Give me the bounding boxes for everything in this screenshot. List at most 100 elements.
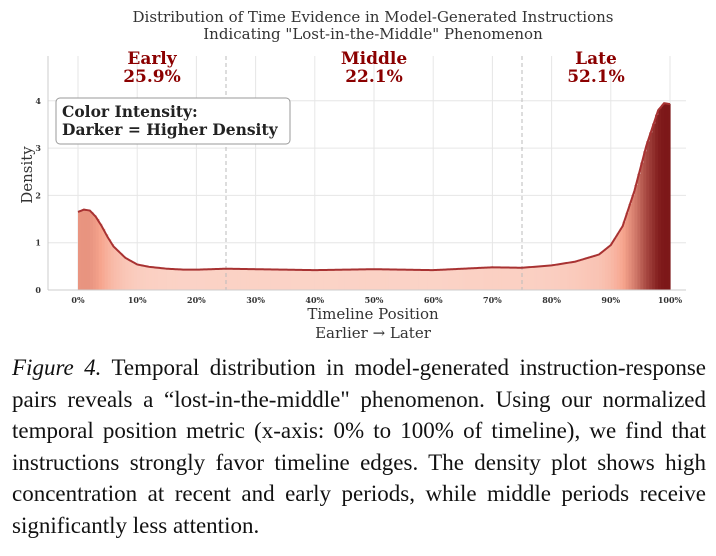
density-strip bbox=[246, 269, 251, 290]
density-strip bbox=[477, 267, 482, 290]
density-strip bbox=[178, 269, 183, 290]
density-strip bbox=[359, 269, 363, 290]
density-strip bbox=[649, 132, 653, 290]
density-strip bbox=[578, 260, 582, 290]
density-strip bbox=[116, 250, 121, 290]
density-strip bbox=[160, 268, 165, 290]
x-tick-label: 100% bbox=[658, 295, 683, 305]
density-strip bbox=[323, 269, 328, 290]
density-strip bbox=[486, 267, 491, 290]
density-strip bbox=[418, 269, 422, 290]
density-strip bbox=[545, 265, 550, 290]
density-strip bbox=[557, 264, 562, 290]
density-strip bbox=[563, 263, 567, 290]
density-strip bbox=[80, 210, 85, 290]
density-strip bbox=[255, 269, 260, 290]
density-strip bbox=[510, 267, 514, 290]
density-strip bbox=[234, 268, 239, 290]
density-strip bbox=[643, 151, 647, 290]
density-strip bbox=[362, 269, 366, 290]
density-strip bbox=[522, 267, 526, 290]
chart-title-line-1: Distribution of Time Evidence in Model-G… bbox=[133, 8, 614, 26]
density-strip bbox=[220, 268, 224, 290]
density-strip bbox=[619, 228, 624, 290]
density-strip bbox=[465, 268, 470, 290]
density-strip bbox=[445, 269, 449, 290]
density-strip bbox=[442, 269, 446, 290]
density-strip bbox=[524, 267, 529, 290]
density-strip bbox=[593, 255, 597, 290]
density-strip bbox=[89, 212, 94, 290]
x-tick-label: 10% bbox=[128, 295, 147, 305]
density-strip bbox=[149, 266, 153, 290]
density-strip bbox=[450, 269, 455, 290]
density-strip bbox=[181, 269, 186, 290]
legend-line-2: Darker = Higher Density bbox=[62, 120, 279, 139]
density-strip bbox=[400, 269, 405, 290]
density-strip bbox=[297, 269, 301, 290]
density-strip bbox=[439, 269, 443, 290]
density-strip bbox=[291, 269, 295, 290]
density-strip bbox=[264, 269, 269, 290]
density-strip bbox=[243, 269, 248, 290]
density-strip bbox=[601, 250, 606, 290]
region-percent-late: 52.1% bbox=[567, 67, 625, 87]
density-strip bbox=[371, 269, 375, 290]
density-strip bbox=[513, 267, 517, 290]
figure-caption: Figure 4. Temporal distribution in model… bbox=[12, 352, 706, 541]
density-strip bbox=[175, 269, 180, 290]
density-strip bbox=[152, 267, 156, 290]
density-strip bbox=[655, 114, 659, 291]
density-chart: Distribution of Time Evidence in Model-G… bbox=[18, 8, 686, 342]
density-strip bbox=[616, 233, 621, 290]
density-strip bbox=[341, 269, 345, 290]
density-strip bbox=[397, 269, 402, 290]
density-strip bbox=[347, 269, 351, 290]
density-strip bbox=[98, 223, 103, 290]
density-strip bbox=[143, 265, 147, 290]
x-tick-label: 0% bbox=[71, 295, 85, 305]
x-tick-label: 70% bbox=[483, 295, 502, 305]
density-strip bbox=[104, 234, 109, 290]
density-strip bbox=[190, 269, 195, 290]
density-strip bbox=[628, 203, 633, 290]
density-strip bbox=[581, 259, 585, 290]
density-strip bbox=[237, 268, 242, 290]
region-dividers bbox=[225, 56, 523, 290]
density-strip bbox=[317, 270, 322, 290]
density-strip bbox=[403, 269, 408, 290]
density-strip bbox=[131, 261, 135, 290]
density-strip bbox=[492, 267, 496, 290]
density-strip bbox=[205, 269, 209, 290]
density-strip bbox=[664, 103, 668, 291]
density-strip bbox=[433, 270, 437, 290]
density-strip bbox=[146, 266, 150, 290]
density-strip bbox=[406, 269, 411, 290]
density-strip bbox=[122, 256, 126, 290]
density-strip bbox=[92, 215, 97, 290]
density-strip bbox=[329, 269, 334, 290]
density-strip bbox=[448, 269, 452, 290]
density-strip bbox=[279, 269, 283, 290]
density-strip bbox=[157, 267, 162, 290]
density-strip bbox=[374, 269, 378, 290]
density-curve bbox=[77, 102, 671, 272]
x-tick-label: 60% bbox=[424, 295, 443, 305]
density-strip bbox=[566, 262, 570, 290]
density-strip bbox=[249, 269, 254, 290]
density-strip bbox=[480, 267, 485, 290]
density-strip bbox=[172, 269, 177, 290]
density-strip bbox=[314, 270, 319, 290]
density-strip bbox=[184, 269, 189, 290]
density-strip bbox=[421, 269, 425, 290]
density-strip bbox=[332, 269, 337, 290]
density-strip bbox=[430, 270, 434, 290]
density-strip bbox=[658, 108, 662, 290]
density-strip bbox=[137, 264, 141, 290]
density-strip bbox=[166, 268, 171, 290]
density-strip bbox=[300, 269, 304, 290]
density-strip bbox=[169, 268, 174, 290]
density-strip bbox=[474, 268, 479, 290]
density-strip bbox=[542, 265, 547, 290]
density-strip bbox=[202, 269, 206, 290]
